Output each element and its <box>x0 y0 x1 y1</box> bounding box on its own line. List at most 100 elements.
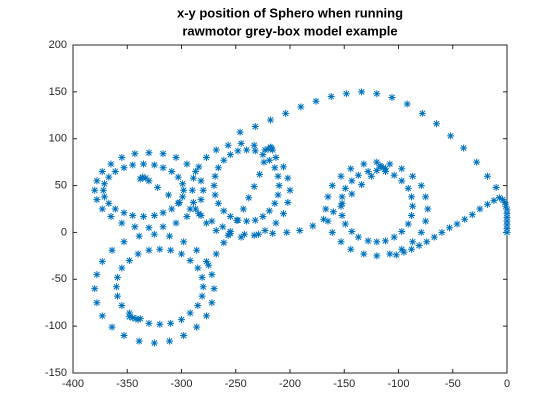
point <box>150 230 158 238</box>
point <box>279 163 287 171</box>
point <box>398 177 406 185</box>
point <box>284 174 292 182</box>
x-tick-label: -400 <box>62 378 84 390</box>
point <box>125 313 133 321</box>
point <box>468 211 476 219</box>
point <box>166 337 174 345</box>
point <box>202 312 210 320</box>
point <box>367 172 375 180</box>
point <box>199 186 207 194</box>
y-tick-label: -100 <box>45 320 67 332</box>
point <box>208 217 216 225</box>
point <box>188 186 196 194</box>
point <box>269 229 277 237</box>
point <box>239 205 247 213</box>
y-tick-label: 100 <box>49 133 67 145</box>
point <box>251 123 259 131</box>
point <box>347 165 355 173</box>
point <box>118 264 126 272</box>
point <box>417 182 425 190</box>
point <box>388 93 396 101</box>
chart-title: rawmotor grey-box model example <box>182 23 397 38</box>
point <box>219 223 227 231</box>
point <box>183 212 191 220</box>
point <box>212 227 220 235</box>
point <box>208 271 216 279</box>
point <box>208 299 216 307</box>
point <box>364 168 372 176</box>
point <box>125 309 133 317</box>
point <box>461 215 469 223</box>
point <box>142 174 150 182</box>
x-tick-label: -100 <box>387 378 409 390</box>
point <box>309 222 317 230</box>
point <box>183 160 191 168</box>
point <box>179 193 187 201</box>
point <box>272 153 280 161</box>
point <box>354 171 362 179</box>
point <box>197 177 205 185</box>
point <box>320 215 328 223</box>
point <box>259 212 267 220</box>
point <box>492 183 500 191</box>
point <box>164 191 172 199</box>
point <box>226 151 234 159</box>
point <box>409 238 417 246</box>
point <box>341 220 349 228</box>
point <box>172 153 180 161</box>
point <box>205 261 213 269</box>
point <box>342 90 350 98</box>
point <box>113 292 121 300</box>
point <box>261 146 269 154</box>
x-tick-label: -350 <box>116 378 138 390</box>
point <box>105 173 113 181</box>
point <box>167 319 175 327</box>
chart-title: x-y position of Sphero when running <box>177 5 403 20</box>
point <box>364 237 372 245</box>
point <box>354 233 362 241</box>
x-tick-label: -150 <box>333 378 355 390</box>
point <box>129 314 137 322</box>
y-tick-label: 0 <box>61 226 67 238</box>
point <box>132 315 140 323</box>
point <box>381 237 389 245</box>
point <box>150 161 158 169</box>
point <box>93 299 101 307</box>
point <box>284 198 292 206</box>
point <box>503 210 511 218</box>
point <box>192 205 200 213</box>
point <box>360 160 368 168</box>
point <box>131 150 139 158</box>
point <box>237 139 245 147</box>
point <box>202 257 210 265</box>
point <box>178 250 185 258</box>
point <box>198 273 206 281</box>
point <box>274 172 282 180</box>
point <box>224 141 232 149</box>
point <box>189 198 197 206</box>
point <box>279 210 287 218</box>
point <box>264 145 272 153</box>
point <box>409 172 417 180</box>
point <box>460 144 468 152</box>
point <box>390 233 398 241</box>
point <box>136 315 144 323</box>
point <box>445 224 453 232</box>
point <box>275 182 283 190</box>
point <box>194 264 202 272</box>
point <box>347 245 355 253</box>
plot-area <box>72 44 508 374</box>
point <box>107 160 115 168</box>
point <box>373 158 381 166</box>
point <box>408 193 416 201</box>
point <box>175 198 183 206</box>
point <box>159 164 167 172</box>
point <box>134 316 142 324</box>
point <box>322 205 330 213</box>
point <box>271 199 279 207</box>
point <box>265 156 273 164</box>
point <box>404 220 412 228</box>
point <box>286 186 294 194</box>
